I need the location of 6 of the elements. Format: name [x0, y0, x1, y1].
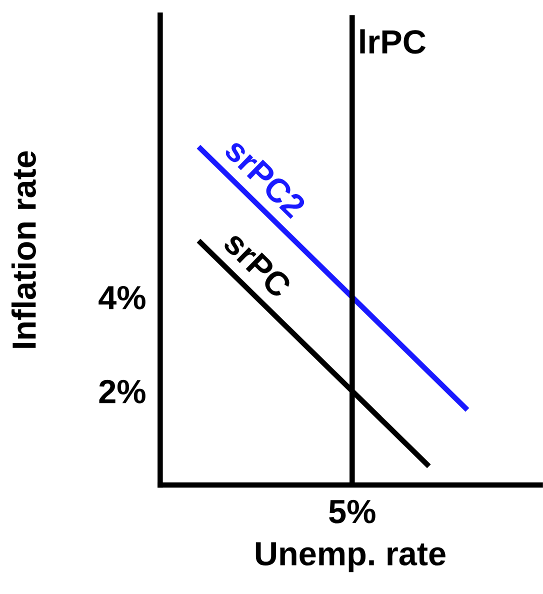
x-axis-title: Unemp. rate — [256, 542, 446, 572]
ref-line-label: lrPC — [360, 29, 426, 54]
y-tick-label: 4% — [98, 286, 146, 310]
y-axis-title: Inflation rate — [11, 151, 36, 348]
y-tick-label: 2% — [99, 380, 146, 404]
x-tick-label: 5% — [329, 500, 376, 524]
